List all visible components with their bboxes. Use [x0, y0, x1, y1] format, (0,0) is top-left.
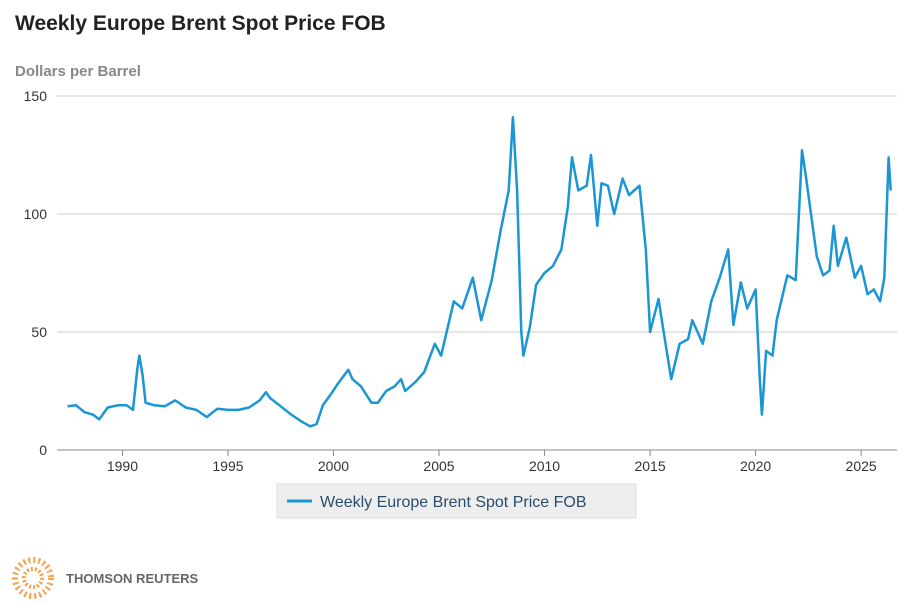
y-tick-label: 50	[31, 324, 47, 340]
y-tick-label: 150	[24, 88, 48, 104]
x-tick-label: 2025	[846, 458, 877, 474]
x-tick-label: 2010	[529, 458, 560, 474]
legend-label: Weekly Europe Brent Spot Price FOB	[320, 494, 586, 511]
logo	[12, 557, 54, 599]
y-tick-label: 0	[39, 442, 47, 458]
x-tick-label: 2020	[740, 458, 771, 474]
brand: THOMSON REUTERS	[66, 571, 199, 586]
y-axis-label: Dollars per Barrel	[15, 63, 141, 80]
x-tick-label: 1990	[107, 458, 138, 474]
x-tick-label: 1995	[212, 458, 243, 474]
x-tick-label: 2015	[634, 458, 665, 474]
legend-box	[276, 483, 637, 519]
chart-title: Weekly Europe Brent Spot Price FOB	[15, 12, 386, 35]
price-line	[67, 115, 892, 428]
x-tick-label: 2005	[423, 458, 454, 474]
x-tick-label: 2000	[318, 458, 349, 474]
y-tick-label: 100	[24, 206, 48, 222]
